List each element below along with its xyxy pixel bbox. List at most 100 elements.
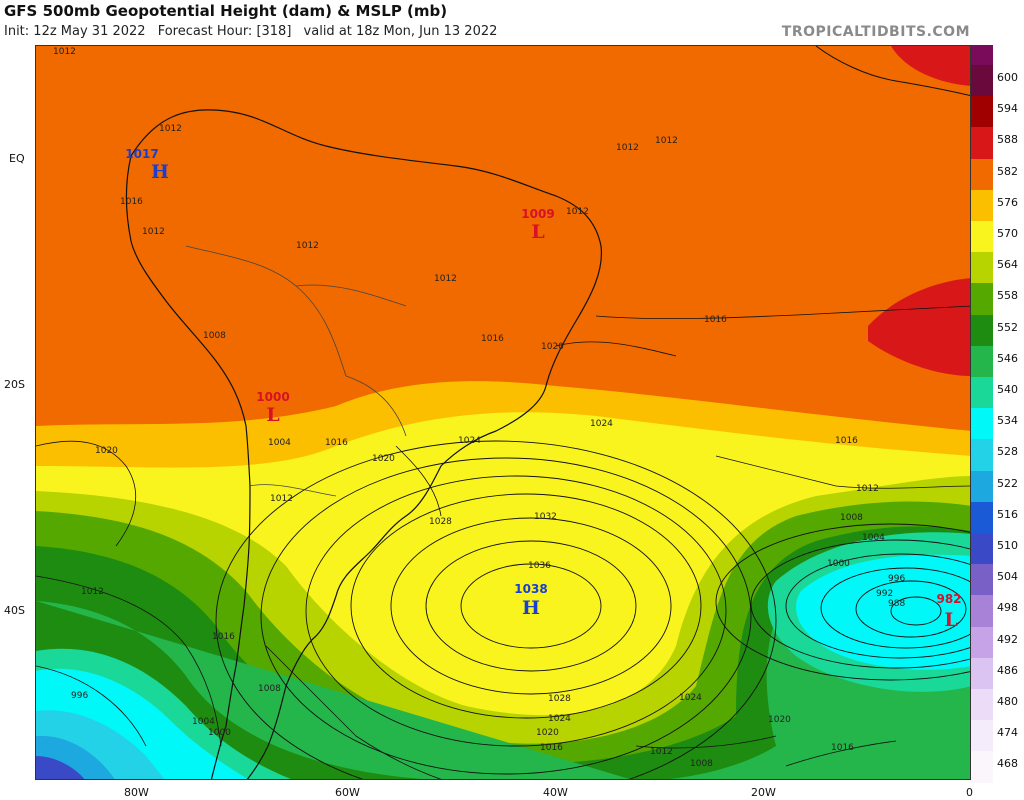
colorbar-cell [971,564,993,596]
height-band-588-north [891,46,970,86]
africa-coast [815,46,970,97]
isobar-label: 1012 [53,47,76,57]
height-band-534-east [796,554,970,670]
isobar-label: 1016 [325,438,348,448]
colorbar-cell [971,501,993,534]
colorbar-tick-label: 510 [997,539,1018,552]
isobar-label: 1008 [258,684,281,694]
isobar-label: 992 [876,589,893,599]
isobars-high [215,440,777,779]
isobars-low [715,523,970,681]
colorbar-tick-label: 516 [997,507,1018,521]
colorbar-tick-label: 522 [997,476,1018,490]
isobar-label: 1024 [679,693,702,703]
map-title: GFS 500mb Geopotential Height (dam) & MS… [4,2,448,20]
isobar-label: 1024 [590,419,613,429]
isobar-label: 1016 [540,743,563,753]
colorbar-tick-label: 504 [997,570,1018,584]
colorbar-tick-label: 492 [997,632,1018,646]
isobar-label: 1012 [655,136,678,146]
colorbar-tick-label: 474 [997,726,1018,740]
country-borders [185,245,407,497]
colorbar-cell [971,252,993,284]
map-subtitle: Init: 12z May 31 2022 Forecast Hour: [31… [4,24,505,39]
south-america-coast [125,109,603,779]
isobar-label: 1016 [704,315,727,325]
valid-time: valid at 18z Mon, Jun 13 2022 [303,24,498,39]
isobar-label: 1012 [650,747,673,757]
isobar-label: 1016 [835,436,858,446]
colorbar-tick-label: 480 [997,695,1018,708]
system-value-2: 1009 [521,207,554,221]
colorbar-tick-label: 594 [997,102,1018,116]
colorbar-tick-label: 564 [997,258,1018,272]
colorbar-tick-label: 576 [997,195,1018,209]
isobar-label: 1012 [81,587,104,597]
weather-map[interactable]: 1017 H 1009 L 1000 L 1038 H 982 L 1012 1… [35,45,971,780]
colorbar-tick-label: 528 [997,445,1018,459]
system-letter-5: L [944,609,957,631]
isobar-label: 1024 [548,714,571,724]
system-value-1: 1017 [125,147,158,161]
isobar-label: 1020 [536,728,559,738]
isobar-label: 1008 [840,513,863,523]
system-value-5: 982 [936,592,961,606]
colorbar-tick-label: 486 [997,663,1018,677]
colorbar-cell [971,720,993,752]
colorbar-cell [971,345,993,378]
isobar-label: 1032 [534,512,557,522]
colorbar-cell [971,439,993,472]
isobars-generic [36,305,970,779]
isobar-label: 1012 [296,241,319,251]
isobar-label: 1016 [212,632,235,642]
system-value-4: 1038 [514,582,547,596]
colorbar-cell [971,65,993,97]
colorbar-cell [971,595,993,628]
isobar-label: 996 [71,691,88,701]
lat-label-eq: EQ [9,152,25,165]
isobar-label: 1004 [268,438,291,448]
system-value-3: 1000 [256,390,289,404]
isobar-label: 988 [888,599,905,609]
isobar-label: 1012 [142,227,165,237]
isobar-label: 1016 [831,743,854,753]
isobar-label: 1012 [270,494,293,504]
isobar-label: 996 [888,574,905,584]
isobar-label: 1008 [203,331,226,341]
colorbar-tick-label: 582 [997,164,1018,178]
colorbar-cell [971,314,993,347]
colorbar: 600 594 588 582 576 570 564 558 552 546 540 534 528 5… [971,45,1024,784]
colorbar-tick-label: 498 [997,601,1018,615]
colorbar-cell [971,377,993,409]
height-band-510 [36,756,85,779]
colorbar-cell [971,45,993,65]
colorbar-tick-label: 600 [997,71,1018,84]
colorbar-cell [971,189,993,222]
isobar-label: 1028 [548,694,571,704]
isobar-label: 1000 [208,728,231,738]
colorbar-cell [971,470,993,503]
colorbar-cell [971,221,993,253]
lon-label-60w: 60W [335,786,360,799]
lat-label-20s: 20S [4,378,25,391]
isobar-label: 1012 [566,207,589,217]
system-letter-2: L [531,221,544,243]
colorbar-cell [971,626,993,659]
isobar-label: 1036 [528,561,551,571]
isobar-label: 1008 [690,759,713,769]
isobar-label: 1000 [827,559,850,569]
isobar-label: 1004 [862,533,885,543]
isobar-labels: 1012 1012 1012 1016 1012 1012 1012 1012 … [53,47,905,769]
height-band-588-east [868,278,970,376]
colorbar-cell [971,408,993,440]
system-letter-1: H [151,161,169,183]
height-band-546 [36,549,970,779]
lat-label-40s: 40S [4,604,25,617]
isobar-label: 1012 [856,484,879,494]
system-letter-4: H [522,597,540,619]
system-letter-3: L [266,404,279,426]
colorbar-cell [971,657,993,690]
colorbar-tick-label: 570 [997,227,1018,240]
isobar-label: 1020 [768,715,791,725]
colorbar-tick-label: 552 [997,320,1018,334]
